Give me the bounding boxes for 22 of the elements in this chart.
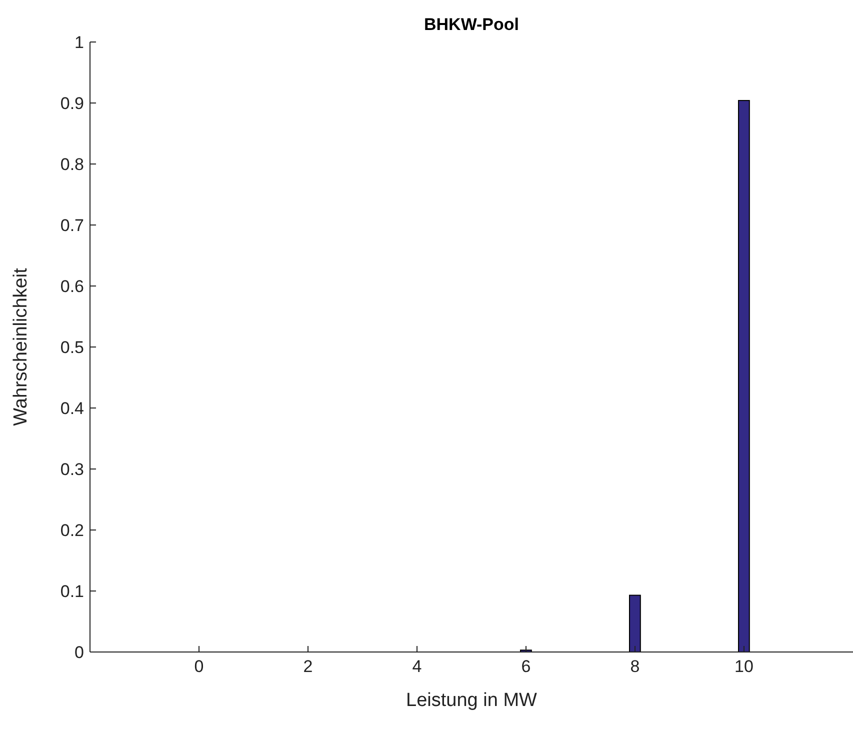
x-tick-label: 10 [734,657,754,676]
x-tick-label: 4 [412,657,422,676]
y-tick-label: 1 [74,33,84,52]
y-tick-label: 0 [74,643,84,662]
x-tick-label: 0 [194,657,204,676]
x-axis-title: Leistung in MW [406,690,538,711]
bar [629,594,641,652]
y-tick-label: 0.3 [60,460,84,480]
chart-title: BHKW-Pool [424,15,520,34]
y-tick-label: 0.9 [60,94,84,114]
y-tick-label: 0.5 [60,338,84,358]
y-tick-label: 0.4 [60,399,84,418]
y-tick-label: 0.8 [60,155,84,174]
x-tick-label: 2 [303,657,313,676]
y-axis-title: Wahrscheinlichkeit [10,267,32,426]
bar [738,100,750,652]
y-tick-label: 0.2 [60,521,84,540]
y-tick-label: 0.1 [60,582,84,602]
x-tick-label: 8 [630,657,640,676]
y-tick-label: 0.7 [60,216,84,236]
x-tick-label: 6 [521,657,531,676]
y-tick-label: 0.6 [60,277,84,296]
